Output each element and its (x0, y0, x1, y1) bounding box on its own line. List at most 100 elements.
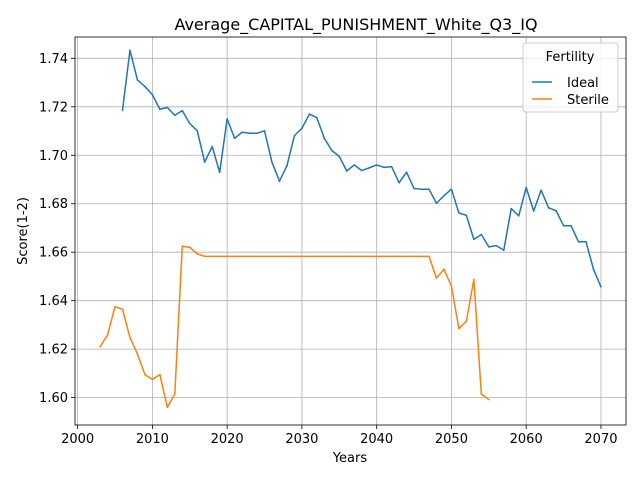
data-point-ideal (211, 146, 213, 148)
data-point-ideal (398, 182, 400, 184)
data-point-sterile (421, 256, 423, 258)
x-tick-label: 2050 (435, 432, 468, 447)
x-tick-label: 2000 (61, 432, 94, 447)
data-point-sterile (466, 320, 468, 322)
y-tick-label: 1.70 (39, 149, 68, 164)
data-point-sterile (338, 256, 340, 258)
data-point-sterile (256, 256, 258, 258)
data-point-ideal (181, 110, 183, 112)
data-point-ideal (600, 286, 602, 288)
data-point-ideal (578, 241, 580, 243)
legend-label-sterile: Sterile (567, 93, 609, 108)
data-point-sterile (361, 256, 363, 258)
data-point-ideal (309, 113, 311, 115)
data-point-ideal (189, 123, 191, 125)
data-point-sterile (301, 256, 303, 258)
data-point-sterile (398, 256, 400, 258)
data-point-sterile (264, 256, 266, 258)
y-tick-label: 1.60 (39, 391, 68, 406)
legend: Fertility Ideal Sterile (523, 43, 618, 112)
data-point-sterile (211, 256, 213, 258)
data-point-ideal (204, 161, 206, 163)
data-point-sterile (376, 256, 378, 258)
data-point-ideal (167, 107, 169, 109)
data-point-ideal (234, 138, 236, 140)
data-point-sterile (294, 256, 296, 258)
data-point-ideal (376, 164, 378, 166)
data-point-ideal (271, 161, 273, 163)
data-point-sterile (458, 328, 460, 330)
data-point-sterile (219, 256, 221, 258)
data-point-sterile (488, 399, 490, 401)
data-point-sterile (107, 334, 109, 336)
data-point-ideal (413, 188, 415, 190)
data-point-ideal (488, 246, 490, 248)
data-point-ideal (466, 215, 468, 217)
x-axis-label: Years (332, 451, 368, 466)
data-point-ideal (279, 180, 281, 182)
data-point-sterile (346, 256, 348, 258)
data-point-ideal (264, 130, 266, 132)
y-axis-label: Score(1-2) (16, 197, 31, 265)
x-tick-label: 2070 (584, 432, 617, 447)
data-point-sterile (316, 256, 318, 258)
data-point-ideal (436, 202, 438, 204)
data-point-ideal (391, 166, 393, 168)
data-point-ideal (137, 79, 139, 81)
legend-label-ideal: Ideal (567, 76, 599, 91)
data-point-sterile (114, 306, 116, 308)
data-point-sterile (331, 256, 333, 258)
data-point-sterile (436, 277, 438, 279)
data-point-ideal (451, 188, 453, 190)
data-point-ideal (548, 207, 550, 209)
data-point-ideal (503, 249, 505, 251)
y-tick-label: 1.66 (39, 246, 68, 261)
data-point-sterile (174, 393, 176, 395)
data-point-sterile (234, 256, 236, 258)
data-point-ideal (122, 110, 124, 112)
data-point-ideal (286, 165, 288, 167)
data-point-ideal (219, 171, 221, 173)
data-point-ideal (593, 268, 595, 270)
data-point-sterile (181, 245, 183, 247)
x-tick-label: 2030 (285, 432, 318, 447)
data-point-ideal (443, 195, 445, 197)
data-point-sterile (129, 337, 131, 339)
y-tick-label: 1.68 (39, 197, 68, 212)
data-point-ideal (481, 234, 483, 236)
x-tick-label: 2010 (136, 432, 169, 447)
data-point-sterile (241, 256, 243, 258)
data-point-ideal (406, 171, 408, 173)
data-point-ideal (361, 170, 363, 172)
y-tick-label: 1.74 (39, 52, 68, 67)
data-point-ideal (144, 86, 146, 88)
data-point-ideal (570, 225, 572, 227)
data-point-ideal (338, 156, 340, 158)
data-point-sterile (451, 285, 453, 287)
data-point-sterile (196, 253, 198, 255)
data-point-ideal (383, 167, 385, 169)
data-point-ideal (495, 245, 497, 247)
data-point-ideal (196, 130, 198, 132)
x-tick-label: 2060 (510, 432, 543, 447)
data-point-sterile (152, 379, 154, 381)
data-point-sterile (413, 256, 415, 258)
data-point-sterile (279, 256, 281, 258)
data-point-ideal (226, 118, 228, 120)
data-point-ideal (428, 188, 430, 190)
data-point-ideal (159, 108, 161, 110)
data-point-sterile (249, 256, 251, 258)
data-point-ideal (316, 117, 318, 119)
data-point-ideal (241, 131, 243, 133)
data-point-ideal (555, 210, 557, 212)
data-point-sterile (286, 256, 288, 258)
data-point-sterile (122, 308, 124, 310)
data-point-ideal (324, 138, 326, 140)
legend-title: Fertility (546, 50, 595, 65)
data-point-ideal (353, 164, 355, 166)
data-point-sterile (353, 256, 355, 258)
x-tick-label: 2040 (360, 432, 393, 447)
data-point-sterile (99, 346, 101, 348)
data-point-sterile (324, 256, 326, 258)
